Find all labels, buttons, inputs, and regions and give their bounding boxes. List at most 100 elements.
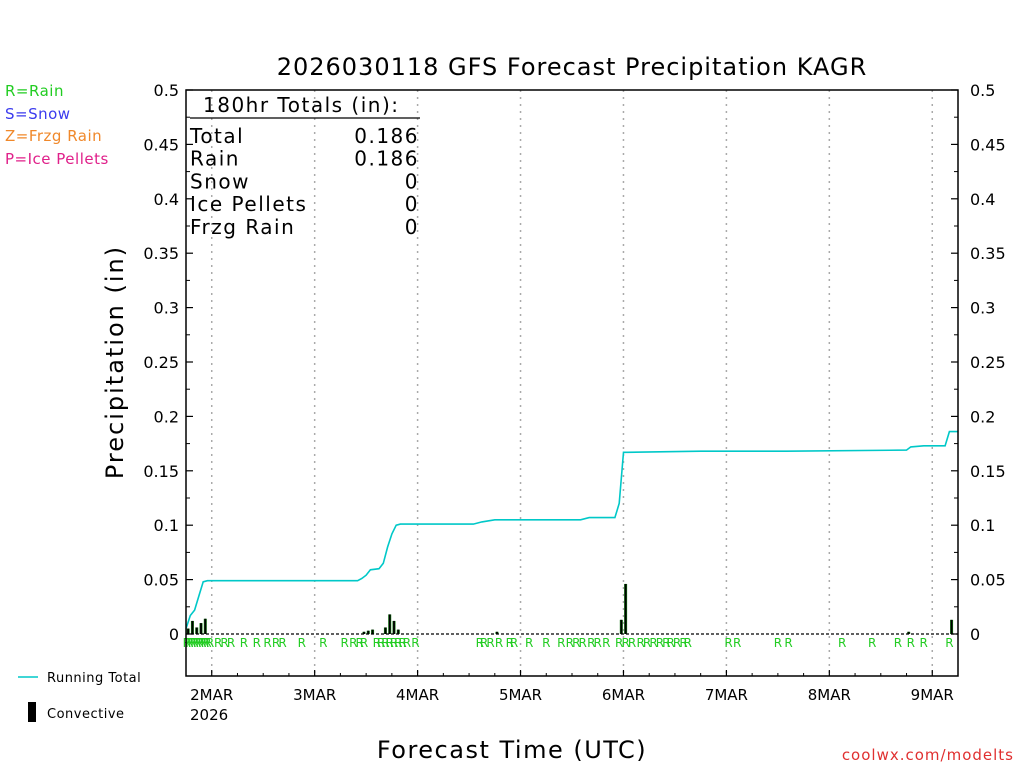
rain-mark: R [278,636,286,650]
rain-mark: R [240,636,248,650]
legend-frzg-rain: Z=Frzg Rain [5,127,102,145]
rain-mark: R [774,636,782,650]
totals-row-value: 0.186 [354,124,419,148]
convective-bar [384,627,387,634]
totals-row-value: 0 [405,215,419,239]
rain-mark: R [673,636,681,650]
credit-text: coolwx.com/modelts [842,746,1014,764]
convective-bar [907,631,910,634]
rain-mark: R [666,636,674,650]
rain-mark: R [615,636,623,650]
x-year-label: 2026 [190,706,228,724]
rain-mark: R [377,636,385,650]
rain-mark: R [838,636,846,650]
totals-header: 180hr Totals (in): [203,93,400,117]
rain-mark: R [628,636,636,650]
rain-mark: R [506,636,514,650]
y-tick-label-left: 0.2 [154,407,179,426]
y-tick-label-right: 0.05 [970,571,1006,590]
rain-mark: R [190,636,198,650]
rain-mark: R [253,636,261,650]
rain-mark: R [356,636,364,650]
convective-bar [204,618,207,634]
rain-mark: R [579,636,587,650]
totals-row-value: 0.186 [354,147,419,171]
rain-mark: R [480,636,488,650]
plot-frame [185,89,959,677]
y-axis-label: Precipitation (in) [101,245,129,479]
y-tick-label-right: 0.3 [970,299,995,318]
x-tick-label: 9MAR [911,686,954,704]
totals-row-label: Frzg Rain [190,215,295,239]
y-tick-label-left: 0 [169,625,179,644]
convective-bar [397,629,400,634]
rain-mark: R [319,636,327,650]
y-tick-label-left: 0.25 [143,353,179,372]
y-tick-label-left: 0.15 [143,462,179,481]
rain-mark: R [398,636,406,650]
rain-mark: R [394,636,402,650]
rain-mark: R [649,636,657,650]
legend-snow: S=Snow [5,105,71,123]
rain-mark: R [679,636,687,650]
rain-mark: R [381,636,389,650]
y-axis-left: 0 0.05 0.1 0.15 0.2 0.25 0.3 0.35 0.4 0.45 0.5 [143,81,193,644]
rain-mark: R [907,636,915,650]
rain-mark: R [298,636,306,650]
x-tick-label: 5MAR [499,686,542,704]
x-tick-label: 8MAR [808,686,851,704]
rain-mark: R [486,636,494,650]
convective-bar [620,619,623,634]
y-tick-label-left: 0.1 [154,516,179,535]
rain-mark: R [214,636,222,650]
convective-bar [187,628,190,634]
rain-mark: R [557,636,565,650]
rain-mark: R [920,636,928,650]
rain-mark: R [476,636,484,650]
totals-row-label: Snow [190,169,250,193]
legend-convective: Convective [47,707,125,722]
rain-mark: R [272,636,280,650]
rain-mark: R [636,636,644,650]
rain-mark: R [349,636,357,650]
y-tick-label-right: 0.35 [970,244,1006,263]
convective-bar [367,630,370,634]
y-tick-label-right: 0.25 [970,353,1006,372]
y-tick-label-left: 0.3 [154,299,179,318]
x-axis-label: Forecast Time (UTC) [377,736,647,764]
y-tick-label-left: 0.45 [143,135,179,154]
rain-mark: R [183,636,191,650]
rain-mark: R [733,636,741,650]
legend-ice-pellets: P=Ice Pellets [5,150,109,168]
y-tick-label-right: 0 [970,625,980,644]
rain-mark: R [643,636,651,650]
rain-mark: R [227,636,235,650]
y-tick-label-right: 0.15 [970,462,1006,481]
totals-row-label: Total [189,124,244,148]
convective-swatch [28,702,36,722]
y-tick-label-left: 0.05 [143,571,179,590]
rain-mark: R [341,636,349,650]
rain-mark: R [403,636,411,650]
y-tick-label-left: 0.5 [154,81,179,100]
totals-box: 180hr Totals (in): Total 0.186 Rain 0.186 Sn… [189,93,420,239]
rain-mark: R [572,636,580,650]
y-tick-label-right: 0.4 [970,190,995,209]
rain-mark: R [373,636,381,650]
rain-mark: R [386,636,394,650]
rain-mark: R [662,636,670,650]
rain-mark: R [945,636,953,650]
convective-bar [200,623,202,634]
rain-mark: R [263,636,271,650]
rain-mark: R [594,636,602,650]
rain-mark: R [193,636,201,650]
rain-mark: R [684,636,692,650]
rain-mark: R [390,636,398,650]
rain-mark: R [411,636,419,650]
x-axis: 2MAR 3MAR 4MAR 5MAR 6MAR 7MAR 8MAR 9MAR [185,670,959,704]
rain-mark: R [196,636,204,650]
rain-mark: R [188,636,196,650]
rain-mark: R [542,636,550,650]
convective-bar [393,620,395,634]
